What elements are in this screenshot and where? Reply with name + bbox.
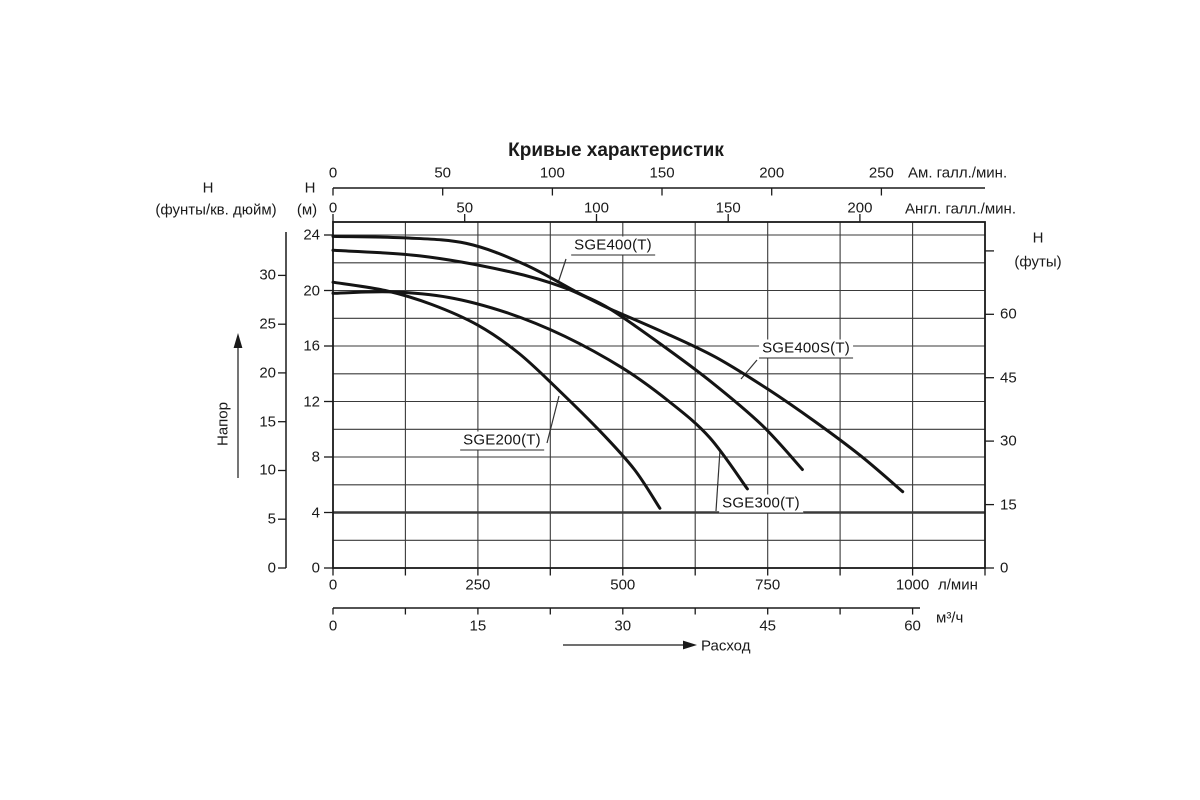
unit-us-gpm: Ам. галл./мин.	[908, 164, 1008, 182]
tick-us-gpm: 0	[328, 164, 338, 182]
tick-us-gpm: 100	[539, 164, 565, 182]
tick-m3h: 30	[614, 617, 632, 635]
x-axis-arrow-label: Расход	[701, 637, 751, 655]
chart-title: Кривые характеристик	[508, 140, 724, 161]
tick-m: 0	[311, 559, 320, 577]
tick-psi: 30	[259, 266, 276, 284]
tick-ft: 30	[1000, 432, 1017, 450]
tick-imp-gpm: 200	[847, 199, 873, 217]
curve-label-sge300t: SGE300(T)	[719, 494, 803, 514]
curve-label-sge400t: SGE400(T)	[571, 236, 655, 256]
tick-us-gpm: 250	[868, 164, 894, 182]
y-axis-arrow-label: Напор	[214, 402, 232, 446]
tick-m: 8	[311, 448, 320, 466]
header-m-sub: (м)	[296, 201, 318, 219]
tick-m3h: 60	[904, 617, 921, 635]
header-m-H: Н	[304, 179, 316, 197]
tick-ft: 0	[1000, 559, 1009, 577]
header-ft-H: Н	[1032, 229, 1044, 247]
tick-psi: 15	[259, 413, 276, 431]
tick-m: 4	[311, 504, 320, 521]
tick-imp-gpm: 50	[456, 199, 474, 217]
tick-lpm: 750	[755, 576, 781, 594]
curve-sge300t	[331, 290, 749, 491]
curve-label-sge200t: SGE200(T)	[460, 431, 544, 451]
tick-us-gpm: 150	[649, 164, 675, 182]
header-psi-H: Н	[202, 179, 214, 197]
unit-m3h: м³/ч	[936, 609, 964, 627]
header-ft-sub: (футы)	[1014, 253, 1062, 271]
tick-m3h: 15	[469, 617, 487, 635]
tick-psi: 20	[259, 364, 276, 382]
tick-us-gpm: 50	[434, 164, 452, 182]
tick-m3h: 0	[328, 617, 338, 635]
tick-lpm: 250	[465, 576, 491, 594]
tick-imp-gpm: 150	[715, 199, 741, 217]
tick-psi: 0	[267, 559, 276, 577]
tick-m3h: 45	[759, 617, 776, 635]
tick-imp-gpm: 100	[583, 199, 609, 217]
tick-m: 16	[303, 337, 320, 355]
tick-lpm: 500	[610, 576, 636, 594]
header-psi-sub: (фунты/кв. дюйм)	[155, 201, 277, 219]
tick-us-gpm: 200	[759, 164, 785, 182]
tick-psi: 10	[259, 461, 276, 479]
tick-psi: 5	[267, 510, 276, 528]
curve-sge400st	[331, 248, 905, 494]
tick-m: 24	[303, 226, 320, 244]
tick-psi: 25	[259, 315, 276, 333]
curve-sge400t	[331, 234, 804, 471]
tick-lpm: 1000	[895, 576, 930, 594]
unit-imp-gpm: Англ. галл./мин.	[905, 200, 1016, 218]
tick-imp-gpm: 0	[328, 199, 338, 217]
tick-ft: 15	[1000, 496, 1017, 514]
tick-lpm: 0	[328, 576, 338, 594]
tick-m: 20	[303, 282, 320, 300]
tick-ft: 45	[1000, 369, 1017, 387]
tick-ft: 60	[1000, 305, 1017, 323]
curve-sge200t	[331, 280, 662, 510]
tick-m: 12	[303, 393, 320, 411]
unit-lpm2: л/мин	[938, 576, 978, 594]
curve-label-sge400st: SGE400S(T)	[759, 339, 853, 359]
